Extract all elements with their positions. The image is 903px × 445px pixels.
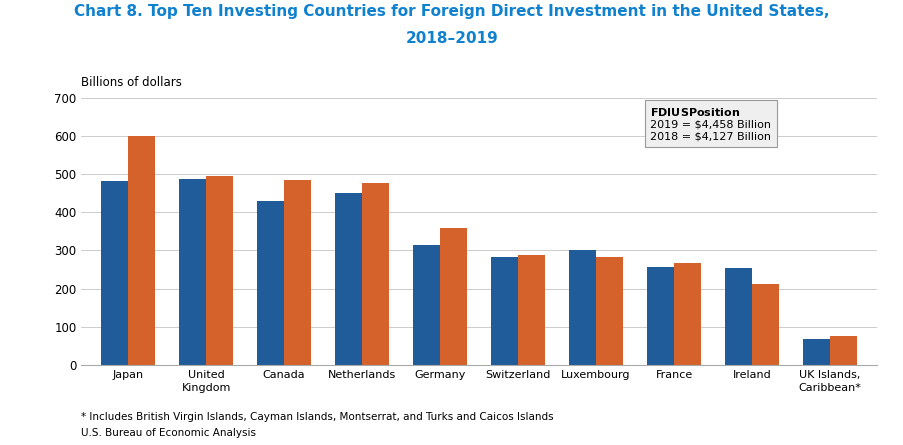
Bar [490,257,517,365]
Bar [568,251,595,365]
Bar [334,193,362,365]
Bar [413,245,440,365]
Bar [284,180,312,365]
Bar [128,136,155,365]
Text: Billions of dollars: Billions of dollars [81,76,182,89]
Bar [101,181,128,365]
Bar [829,336,856,365]
Bar [646,267,674,365]
Text: 2018–2019: 2018–2019 [405,31,498,46]
Bar [751,284,778,365]
Bar [256,201,284,365]
Bar [206,177,233,365]
Bar [595,257,623,365]
Bar [179,179,206,365]
Text: Chart 8. Top Ten Investing Countries for Foreign Direct Investment in the United: Chart 8. Top Ten Investing Countries for… [74,4,829,20]
Bar [802,339,829,365]
Text: U.S. Bureau of Economic Analysis: U.S. Bureau of Economic Analysis [81,428,256,438]
Text: * Includes British Virgin Islands, Cayman Islands, Montserrat, and Turks and Cai: * Includes British Virgin Islands, Cayma… [81,412,554,421]
Bar [674,263,701,365]
Text: $\bf{FDIUS Position}$
2019 = $4,458 Billion
2018 = $4,127 Billion: $\bf{FDIUS Position}$ 2019 = $4,458 Bill… [649,106,770,141]
Bar [724,268,751,365]
Bar [517,255,545,365]
Bar [440,227,467,365]
Bar [362,183,389,365]
